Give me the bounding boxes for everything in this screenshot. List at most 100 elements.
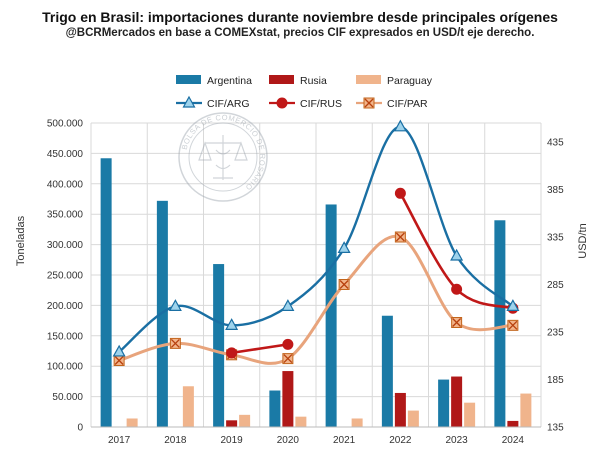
- legend-label: CIF/RUS: [300, 98, 342, 110]
- y2-tick-label: 285: [547, 280, 564, 291]
- point-cif-arg: [450, 248, 464, 261]
- bar-rusia: [507, 420, 519, 427]
- point-cif-rus: [394, 187, 406, 199]
- legend: Argentina Rusia Paraguay CIF/ARG CIF/RUS CIF/…: [176, 75, 433, 110]
- bar-argentina: [100, 158, 112, 427]
- gridlines: [90, 122, 542, 428]
- point-cif-par: [113, 355, 125, 366]
- y-tick-label: 200.000: [47, 301, 84, 312]
- point-cif-rus: [451, 283, 463, 295]
- bar-rusia: [451, 376, 463, 427]
- bar-paraguay: [295, 416, 307, 427]
- point-cif-arg: [112, 344, 126, 357]
- y2-tick-label: 385: [547, 185, 564, 196]
- y-tick-label: 400.000: [47, 179, 84, 190]
- bar-paraguay: [464, 402, 476, 427]
- point-cif-par: [451, 317, 463, 328]
- y-tick-label: 50.000: [52, 392, 83, 403]
- x-tick-label: 2018: [164, 435, 187, 446]
- x-tick-label: 2017: [108, 435, 131, 446]
- legend-item-rusia: Rusia: [269, 75, 327, 87]
- legend-marker: [182, 95, 196, 108]
- bar-paraguay: [126, 418, 138, 427]
- y-tick-label: 450.000: [47, 149, 84, 160]
- lines: [112, 119, 520, 366]
- point-cif-par-cross: [395, 232, 405, 242]
- legend-label: Argentina: [207, 75, 252, 87]
- bar-argentina: [213, 264, 225, 427]
- bar-paraguay: [239, 414, 251, 427]
- bar-rusia: [282, 371, 294, 427]
- chart-title: Trigo en Brasil: importaciones durante n…: [42, 9, 558, 25]
- point-cif-par-cross: [114, 356, 124, 365]
- legend-label: Rusia: [300, 75, 327, 87]
- point-cif-par-cross: [452, 318, 462, 327]
- y-tick-label: 500.000: [47, 119, 84, 130]
- point-cif-arg: [337, 241, 351, 253]
- x-tick-label: 2021: [333, 435, 356, 446]
- y-tick-label: 100.000: [47, 362, 84, 373]
- bar-paraguay: [407, 410, 419, 427]
- point-cif-par-cross: [283, 354, 293, 364]
- chart-subtitle: @BCRMercados en base a COMEXstat, precio…: [65, 27, 535, 39]
- point-cif-par: [282, 353, 294, 365]
- y2-axis-label: USD/tn: [577, 223, 589, 258]
- legend-item-cif-arg: CIF/ARG: [176, 95, 250, 110]
- point-cif-arg: [393, 119, 407, 132]
- bar-rusia: [226, 420, 238, 427]
- x-tick-label: 2020: [277, 435, 300, 446]
- y-tick-label: 150.000: [47, 331, 84, 342]
- point-cif-arg: [225, 318, 239, 330]
- bar-paraguay: [182, 386, 194, 427]
- point-cif-arg: [506, 299, 520, 311]
- point-cif-arg: [168, 299, 182, 311]
- legend-label: CIF/PAR: [387, 98, 428, 110]
- bar-paraguay: [520, 393, 532, 427]
- line-cif-par: [118, 234, 513, 365]
- bar-argentina: [438, 379, 450, 427]
- y2-tick-label: 135: [547, 423, 564, 434]
- y-tick-label: 0: [77, 423, 83, 434]
- legend-swatch: [356, 75, 381, 84]
- y2-tick-label: 335: [547, 233, 564, 244]
- bar-argentina: [381, 315, 393, 427]
- point-cif-par-cross: [170, 338, 180, 348]
- legend-swatch: [269, 75, 294, 84]
- point-cif-par: [507, 319, 519, 331]
- y-tick-label: 350.000: [47, 210, 84, 221]
- legend-marker-cross: [364, 98, 374, 108]
- legend-item-argentina: Argentina: [176, 75, 252, 87]
- legend-item-paraguay: Paraguay: [356, 75, 433, 87]
- point-cif-par: [338, 279, 350, 290]
- legend-item-cif-rus: CIF/RUS: [269, 97, 342, 110]
- point-cif-par: [394, 231, 406, 243]
- point-cif-rus: [226, 347, 238, 359]
- legend-item-cif-par: CIF/PAR: [356, 97, 428, 110]
- point-cif-par-cross: [339, 280, 349, 289]
- x-tick-label: 2019: [221, 435, 244, 446]
- point-cif-rus: [282, 338, 294, 350]
- y-tick-label: 300.000: [47, 240, 84, 251]
- legend-label: CIF/ARG: [207, 98, 250, 110]
- bar-rusia: [394, 392, 406, 427]
- bar-paraguay: [351, 418, 363, 427]
- point-cif-par: [169, 337, 181, 349]
- legend-marker: [276, 97, 288, 109]
- point-cif-arg: [281, 299, 295, 311]
- bcr-seal-watermark: BOLSA DE COMERCIO DE ROSARIO: [178, 112, 268, 202]
- x-tick-label: 2022: [389, 435, 412, 446]
- bar-argentina: [325, 204, 337, 427]
- x-tick-label: 2023: [446, 435, 469, 446]
- bar-argentina: [494, 220, 506, 427]
- legend-marker: [363, 97, 375, 109]
- y2-tick-label: 435: [547, 138, 564, 149]
- y2-tick-label: 235: [547, 328, 564, 339]
- axes: 0 50.000 100.000 150.000 200.000 250.000 300.0…: [47, 119, 564, 447]
- x-tick-label: 2024: [502, 435, 525, 446]
- y-tick-label: 250.000: [47, 271, 84, 282]
- point-cif-par-cross: [508, 320, 518, 330]
- y2-tick-label: 185: [547, 375, 564, 386]
- legend-swatch: [176, 75, 201, 84]
- bar-argentina: [269, 390, 281, 427]
